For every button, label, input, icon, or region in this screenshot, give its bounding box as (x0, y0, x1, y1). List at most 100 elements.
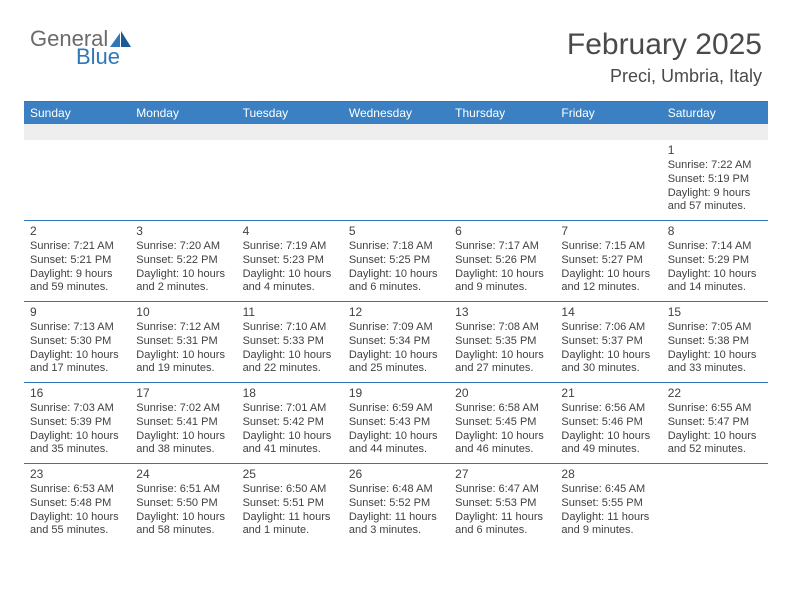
sunset-text: Sunset: 5:33 PM (243, 335, 337, 349)
day-cell: 9Sunrise: 7:13 AMSunset: 5:30 PMDaylight… (24, 302, 130, 382)
day-cell: 3Sunrise: 7:20 AMSunset: 5:22 PMDaylight… (130, 221, 236, 301)
daylight-text: Daylight: 10 hours and 4 minutes. (243, 268, 337, 296)
sunset-text: Sunset: 5:34 PM (349, 335, 443, 349)
dow-wednesday: Wednesday (343, 102, 449, 124)
sunrise-text: Sunrise: 7:20 AM (136, 240, 230, 254)
day-number: 23 (30, 467, 124, 483)
sunset-text: Sunset: 5:42 PM (243, 416, 337, 430)
day-cell: 15Sunrise: 7:05 AMSunset: 5:38 PMDayligh… (662, 302, 768, 382)
daylight-text: Daylight: 10 hours and 49 minutes. (561, 430, 655, 458)
daylight-text: Daylight: 10 hours and 12 minutes. (561, 268, 655, 296)
daylight-text: Daylight: 10 hours and 35 minutes. (30, 430, 124, 458)
daylight-text: Daylight: 10 hours and 22 minutes. (243, 349, 337, 377)
day-cell (449, 140, 555, 220)
sunrise-text: Sunrise: 6:55 AM (668, 402, 762, 416)
day-cell: 25Sunrise: 6:50 AMSunset: 5:51 PMDayligh… (237, 464, 343, 544)
day-number: 22 (668, 386, 762, 402)
day-cell: 22Sunrise: 6:55 AMSunset: 5:47 PMDayligh… (662, 383, 768, 463)
day-number: 6 (455, 224, 549, 240)
sunrise-text: Sunrise: 7:17 AM (455, 240, 549, 254)
daylight-text: Daylight: 11 hours and 6 minutes. (455, 511, 549, 539)
sunset-text: Sunset: 5:35 PM (455, 335, 549, 349)
sunrise-text: Sunrise: 7:08 AM (455, 321, 549, 335)
sunset-text: Sunset: 5:30 PM (30, 335, 124, 349)
dow-row: Sunday Monday Tuesday Wednesday Thursday… (24, 102, 768, 124)
day-number: 7 (561, 224, 655, 240)
day-number: 1 (668, 143, 762, 159)
sunset-text: Sunset: 5:29 PM (668, 254, 762, 268)
sunset-text: Sunset: 5:23 PM (243, 254, 337, 268)
day-cell: 8Sunrise: 7:14 AMSunset: 5:29 PMDaylight… (662, 221, 768, 301)
day-number: 5 (349, 224, 443, 240)
daylight-text: Daylight: 10 hours and 19 minutes. (136, 349, 230, 377)
daylight-text: Daylight: 10 hours and 58 minutes. (136, 511, 230, 539)
dow-saturday: Saturday (662, 102, 768, 124)
daylight-text: Daylight: 10 hours and 2 minutes. (136, 268, 230, 296)
day-cell (662, 464, 768, 544)
daylight-text: Daylight: 10 hours and 9 minutes. (455, 268, 549, 296)
sunset-text: Sunset: 5:41 PM (136, 416, 230, 430)
sunset-text: Sunset: 5:50 PM (136, 497, 230, 511)
sunrise-text: Sunrise: 7:21 AM (30, 240, 124, 254)
location: Preci, Umbria, Italy (567, 66, 762, 87)
sunset-text: Sunset: 5:22 PM (136, 254, 230, 268)
day-cell (130, 140, 236, 220)
dow-sunday: Sunday (24, 102, 130, 124)
day-cell: 12Sunrise: 7:09 AMSunset: 5:34 PMDayligh… (343, 302, 449, 382)
sunset-text: Sunset: 5:39 PM (30, 416, 124, 430)
day-cell: 23Sunrise: 6:53 AMSunset: 5:48 PMDayligh… (24, 464, 130, 544)
day-cell: 14Sunrise: 7:06 AMSunset: 5:37 PMDayligh… (555, 302, 661, 382)
day-cell: 11Sunrise: 7:10 AMSunset: 5:33 PMDayligh… (237, 302, 343, 382)
sunset-text: Sunset: 5:46 PM (561, 416, 655, 430)
day-cell: 1Sunrise: 7:22 AMSunset: 5:19 PMDaylight… (662, 140, 768, 220)
blank-padding-row (24, 124, 768, 140)
month-title: February 2025 (567, 28, 762, 62)
week-row: 2Sunrise: 7:21 AMSunset: 5:21 PMDaylight… (24, 220, 768, 301)
day-cell: 7Sunrise: 7:15 AMSunset: 5:27 PMDaylight… (555, 221, 661, 301)
day-cell: 21Sunrise: 6:56 AMSunset: 5:46 PMDayligh… (555, 383, 661, 463)
daylight-text: Daylight: 10 hours and 17 minutes. (30, 349, 124, 377)
day-number: 14 (561, 305, 655, 321)
daylight-text: Daylight: 11 hours and 9 minutes. (561, 511, 655, 539)
day-cell: 19Sunrise: 6:59 AMSunset: 5:43 PMDayligh… (343, 383, 449, 463)
day-cell (237, 140, 343, 220)
sunrise-text: Sunrise: 7:09 AM (349, 321, 443, 335)
sunrise-text: Sunrise: 7:10 AM (243, 321, 337, 335)
day-cell: 27Sunrise: 6:47 AMSunset: 5:53 PMDayligh… (449, 464, 555, 544)
sunset-text: Sunset: 5:21 PM (30, 254, 124, 268)
daylight-text: Daylight: 10 hours and 46 minutes. (455, 430, 549, 458)
sunrise-text: Sunrise: 6:45 AM (561, 483, 655, 497)
sunset-text: Sunset: 5:47 PM (668, 416, 762, 430)
day-number: 16 (30, 386, 124, 402)
daylight-text: Daylight: 10 hours and 25 minutes. (349, 349, 443, 377)
sunrise-text: Sunrise: 7:13 AM (30, 321, 124, 335)
sunset-text: Sunset: 5:55 PM (561, 497, 655, 511)
day-number: 20 (455, 386, 549, 402)
sunrise-text: Sunrise: 7:01 AM (243, 402, 337, 416)
dow-friday: Friday (555, 102, 661, 124)
dow-monday: Monday (130, 102, 236, 124)
day-number: 9 (30, 305, 124, 321)
sunrise-text: Sunrise: 7:22 AM (668, 159, 762, 173)
sunrise-text: Sunrise: 6:53 AM (30, 483, 124, 497)
logo-text-blue: Blue (76, 46, 132, 68)
sunrise-text: Sunrise: 7:12 AM (136, 321, 230, 335)
day-number: 19 (349, 386, 443, 402)
sunrise-text: Sunrise: 7:02 AM (136, 402, 230, 416)
daylight-text: Daylight: 10 hours and 41 minutes. (243, 430, 337, 458)
sunset-text: Sunset: 5:26 PM (455, 254, 549, 268)
day-cell: 17Sunrise: 7:02 AMSunset: 5:41 PMDayligh… (130, 383, 236, 463)
day-number: 8 (668, 224, 762, 240)
daylight-text: Daylight: 10 hours and 55 minutes. (30, 511, 124, 539)
daylight-text: Daylight: 11 hours and 3 minutes. (349, 511, 443, 539)
sunset-text: Sunset: 5:25 PM (349, 254, 443, 268)
sunrise-text: Sunrise: 6:48 AM (349, 483, 443, 497)
day-number: 13 (455, 305, 549, 321)
daylight-text: Daylight: 11 hours and 1 minute. (243, 511, 337, 539)
week-row: 16Sunrise: 7:03 AMSunset: 5:39 PMDayligh… (24, 382, 768, 463)
daylight-text: Daylight: 10 hours and 38 minutes. (136, 430, 230, 458)
day-cell: 6Sunrise: 7:17 AMSunset: 5:26 PMDaylight… (449, 221, 555, 301)
day-number: 27 (455, 467, 549, 483)
day-cell: 18Sunrise: 7:01 AMSunset: 5:42 PMDayligh… (237, 383, 343, 463)
day-cell: 5Sunrise: 7:18 AMSunset: 5:25 PMDaylight… (343, 221, 449, 301)
